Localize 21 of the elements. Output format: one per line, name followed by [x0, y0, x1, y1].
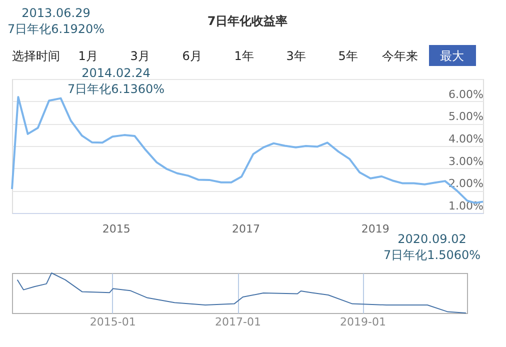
annotation: 2014.02.24 7日年化6.1360%: [67, 66, 165, 96]
chart-title: 7日年化收益率: [207, 14, 288, 28]
text: 5年: [338, 49, 358, 63]
text: 3月: [130, 49, 150, 63]
text: 3年: [286, 49, 306, 63]
text: 2013.06.29 7日年化6.1920%: [7, 6, 105, 36]
x-tick-label: 2019-01: [340, 316, 386, 328]
text: 最大: [440, 49, 464, 63]
text: 1月: [78, 49, 98, 63]
y-tick-label: 4.00%: [448, 132, 484, 146]
y-tick-label: 5.00%: [448, 110, 484, 124]
x-tick-label: 2015-01: [90, 316, 136, 328]
y-tick-label: 3.00%: [448, 154, 484, 168]
text: 选择时间: [12, 49, 60, 63]
x-tick-label: 2017: [232, 222, 260, 236]
text: 今年来: [382, 49, 418, 63]
text: 6月: [182, 49, 202, 63]
text: 1年: [234, 49, 254, 63]
x-tick-label: 2017-01: [215, 316, 262, 328]
x-tick-label: 2015: [102, 222, 130, 236]
y-tick-label: 6.00%: [448, 88, 484, 101]
